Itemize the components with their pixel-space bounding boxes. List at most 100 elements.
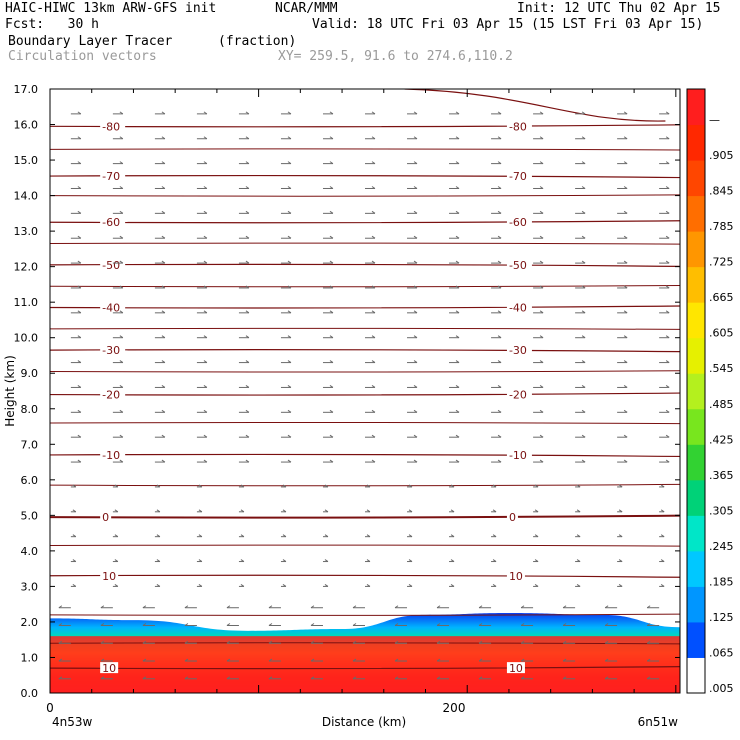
- wind-vector-head: [161, 335, 166, 339]
- wind-vector-head: [497, 111, 502, 115]
- wind-vector: [491, 459, 502, 463]
- wind-vector: [154, 583, 161, 587]
- wind-vector-head: [436, 640, 441, 644]
- wind-vector: [449, 161, 460, 165]
- wind-vector: [70, 360, 82, 364]
- wind-vector-head: [413, 285, 418, 289]
- wind-vector-head: [450, 534, 455, 538]
- wind-vector-head: [72, 484, 77, 488]
- wind-vector: [575, 385, 586, 388]
- wind-vector: [280, 111, 292, 115]
- wind-vector: [365, 210, 376, 214]
- wind-vector-head: [119, 360, 124, 363]
- wind-vector: [520, 658, 534, 662]
- wind-vector: [112, 335, 124, 339]
- tracer-core: [50, 636, 680, 693]
- wind-vector-head: [520, 605, 525, 609]
- colorbar-swatch: [687, 89, 705, 126]
- wind-vector: [407, 161, 418, 165]
- wind-vector-head: [436, 623, 441, 626]
- wind-vector-head: [646, 605, 651, 609]
- colorbar-swatch: [687, 408, 705, 445]
- wind-vector: [322, 509, 329, 513]
- wind-vector-head: [408, 509, 413, 513]
- wind-vector-head: [497, 360, 502, 363]
- wind-vector: [268, 623, 281, 626]
- wind-vector-head: [100, 605, 105, 609]
- wind-vector: [533, 459, 544, 463]
- wind-vector: [196, 260, 208, 264]
- contour-label-bg: [506, 569, 525, 581]
- wind-vector-head: [497, 285, 502, 289]
- wind-vector-head: [156, 509, 161, 513]
- y-tick-label: 17.0: [14, 83, 39, 96]
- wind-vector-head: [455, 459, 460, 463]
- wind-vector-head: [455, 210, 460, 214]
- wind-vector: [365, 459, 376, 463]
- wind-vector: [322, 186, 334, 189]
- wind-vector-head: [394, 605, 399, 609]
- wind-vector: [491, 335, 502, 339]
- wind-vector-head: [287, 136, 292, 140]
- wind-vector-head: [161, 210, 166, 214]
- wind-vector-head: [520, 658, 525, 662]
- wind-vector-head: [604, 640, 609, 644]
- wind-vector: [280, 136, 292, 140]
- wind-vector-head: [245, 335, 250, 339]
- wind-vector-head: [161, 260, 166, 264]
- wind-vector-head: [604, 605, 609, 609]
- wind-vector: [365, 360, 376, 364]
- wind-vector: [70, 385, 82, 388]
- contour-label-bg: [100, 511, 112, 523]
- wind-vector-head: [287, 186, 292, 189]
- wind-vector: [604, 658, 618, 662]
- wind-vector-head: [581, 335, 586, 339]
- wind-vector: [575, 285, 586, 289]
- colorbar-label: .125: [709, 611, 734, 624]
- wind-vector: [449, 459, 460, 463]
- wind-vector-head: [161, 111, 166, 115]
- wind-vector: [238, 459, 250, 463]
- wind-vector: [322, 360, 334, 364]
- wind-vector: [238, 210, 250, 214]
- wind-vector: [449, 335, 460, 339]
- wind-vector: [617, 136, 628, 140]
- wind-vector-head: [646, 640, 651, 644]
- wind-vector-head: [268, 640, 273, 644]
- wind-vector: [659, 484, 665, 488]
- wind-vector-head: [310, 676, 315, 680]
- wind-vector: [238, 285, 250, 289]
- colorbar-label: .365: [709, 469, 734, 482]
- colorbar-label: .425: [709, 433, 734, 446]
- wind-vector: [112, 559, 119, 563]
- wind-vector: [365, 534, 371, 538]
- wind-vector: [659, 360, 670, 364]
- wind-vector-head: [329, 161, 334, 165]
- wind-vector: [322, 434, 334, 438]
- wind-vector-head: [245, 210, 250, 214]
- contour-label: -20: [509, 389, 527, 402]
- contour-label: -30: [102, 344, 120, 357]
- wind-vector-head: [413, 335, 418, 339]
- wind-vector: [238, 360, 250, 364]
- wind-vector: [575, 136, 586, 140]
- wind-vector: [533, 509, 539, 513]
- colorbar-label: .005: [709, 682, 734, 695]
- wind-vector-head: [478, 658, 483, 662]
- wind-vector-head: [665, 260, 670, 264]
- wind-vector: [659, 161, 670, 165]
- wind-vector: [407, 335, 418, 339]
- contour-label-bg: [506, 388, 532, 400]
- wind-vector: [322, 235, 334, 239]
- wind-vector-head: [352, 605, 357, 609]
- wind-vector-head: [77, 335, 82, 339]
- wind-vector: [575, 559, 581, 563]
- contour-label: 10: [102, 662, 116, 675]
- contour-line: [50, 453, 680, 458]
- wind-vector: [70, 583, 77, 587]
- wind-vector-head: [539, 409, 544, 413]
- wind-vector: [365, 509, 371, 513]
- wind-vector-head: [100, 658, 105, 662]
- wind-vector: [617, 260, 628, 264]
- contour-label: 0: [509, 511, 516, 524]
